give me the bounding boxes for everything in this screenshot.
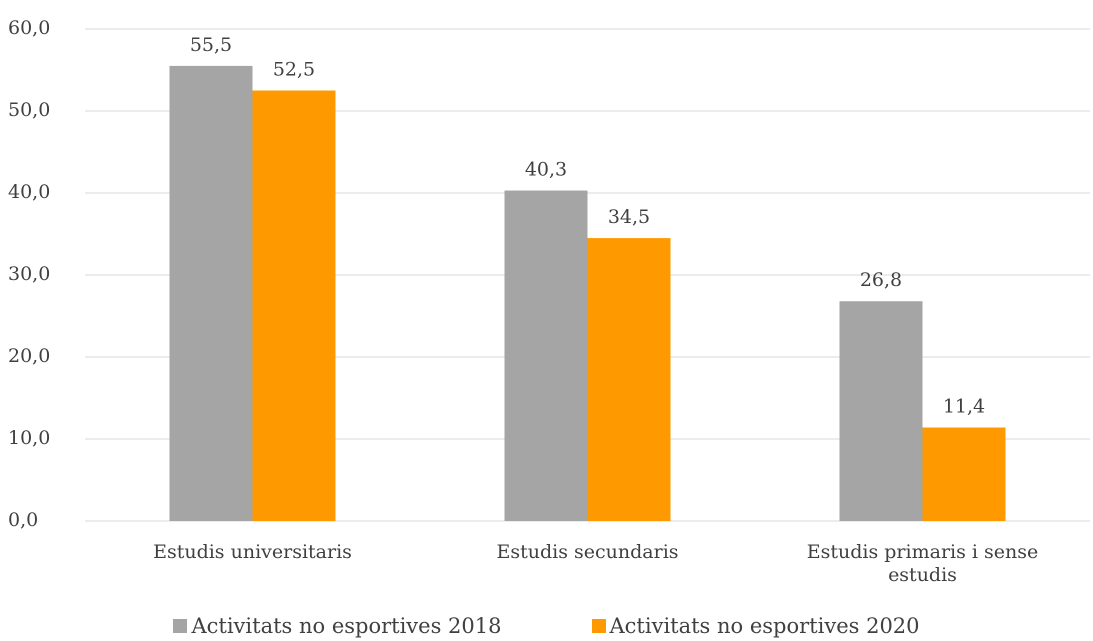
- bar: [839, 301, 923, 521]
- y-tick-label: 60,0: [8, 17, 50, 39]
- x-tick-label: Estudis universitaris: [153, 541, 352, 563]
- y-tick-label: 10,0: [8, 427, 50, 449]
- x-tick-label: Estudis primaris i sense estudis: [806, 541, 1039, 586]
- legend-entry: Activitats no esportives 2020: [591, 614, 920, 638]
- legend-entry: Activitats no esportives 2018: [173, 614, 502, 638]
- bar: [587, 238, 671, 521]
- y-tick-label: 40,0: [8, 181, 50, 203]
- legend-label: Activitats no esportives 2018: [191, 614, 502, 638]
- y-tick-label: 20,0: [8, 345, 50, 367]
- y-tick-label: 50,0: [8, 99, 50, 121]
- data-label: 26,8: [860, 269, 902, 291]
- data-label: 11,4: [943, 396, 985, 418]
- bar: [169, 65, 253, 522]
- data-label: 52,5: [273, 59, 315, 81]
- legend-swatch: [591, 619, 606, 633]
- x-tick-label: Estudis secundaris: [496, 541, 679, 563]
- y-tick-label: 30,0: [8, 263, 50, 285]
- legend-label: Activitats no esportives 2020: [609, 614, 920, 638]
- legend-swatch: [173, 619, 188, 633]
- data-label: 55,5: [190, 34, 232, 56]
- bar: [504, 190, 588, 522]
- y-tick-label: 0,0: [8, 509, 38, 531]
- data-label: 40,3: [525, 159, 567, 181]
- bar: [252, 90, 336, 521]
- bar: [922, 427, 1006, 521]
- data-label: 34,5: [608, 206, 650, 228]
- legend: Activitats no esportives 2018 Activitats …: [0, 614, 1093, 638]
